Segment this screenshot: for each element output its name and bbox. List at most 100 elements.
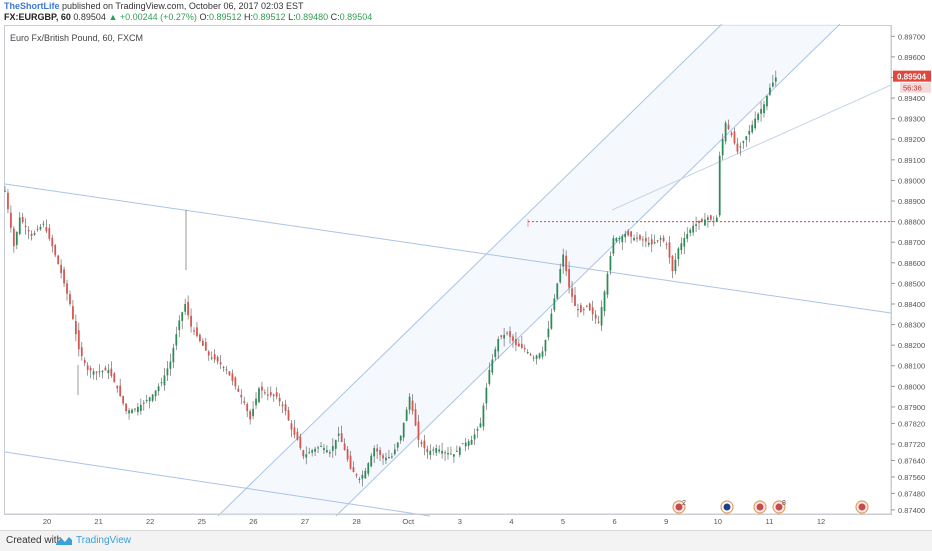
candle-body bbox=[399, 435, 402, 441]
candle-body bbox=[491, 359, 494, 373]
candle-body bbox=[4, 190, 6, 192]
candle-body bbox=[39, 226, 42, 230]
candle-body bbox=[538, 353, 541, 359]
price-tick-label: 0.87400 bbox=[898, 506, 925, 515]
candle-body bbox=[453, 454, 455, 457]
footer-bar: Created with TradingView bbox=[0, 530, 932, 551]
candle-body bbox=[541, 351, 544, 357]
candle-body bbox=[402, 422, 405, 438]
candle-body bbox=[562, 254, 565, 267]
candle-body bbox=[774, 77, 777, 82]
candle-body bbox=[142, 402, 145, 404]
candle-body bbox=[656, 240, 659, 242]
candle-body bbox=[766, 96, 768, 107]
candle-body bbox=[500, 335, 503, 337]
candle-body bbox=[160, 382, 163, 384]
candle-body bbox=[715, 217, 718, 222]
candle-body bbox=[417, 421, 420, 440]
candle-body bbox=[612, 238, 615, 254]
candle-body bbox=[376, 448, 379, 452]
candle-body bbox=[482, 405, 485, 427]
candle-body bbox=[488, 369, 491, 384]
symbol-line: FX:EURGBP, 60 0.89504 ▲ +0.00244 (+0.27%… bbox=[4, 12, 372, 22]
open-label: O: bbox=[199, 12, 209, 22]
time-tick-label: 6 bbox=[613, 517, 617, 526]
candle-body bbox=[355, 474, 358, 476]
candle-body bbox=[131, 409, 133, 414]
candle-body bbox=[704, 219, 706, 226]
price-tick-label: 0.89000 bbox=[898, 176, 925, 185]
candle-body bbox=[278, 397, 281, 402]
candle-body bbox=[331, 446, 334, 451]
candle-body bbox=[222, 367, 225, 369]
price-tick-label: 0.88900 bbox=[898, 197, 925, 206]
candle-body bbox=[373, 448, 376, 457]
candle-body bbox=[343, 443, 346, 451]
candle-body bbox=[414, 409, 417, 426]
candle-body bbox=[311, 450, 314, 453]
candle-body bbox=[175, 334, 178, 346]
candle-body bbox=[246, 404, 249, 412]
candle-body bbox=[169, 361, 172, 369]
time-tick-label: 9 bbox=[664, 517, 668, 526]
candle-body bbox=[95, 371, 98, 373]
candle-body bbox=[272, 394, 275, 396]
candle-body bbox=[751, 124, 754, 133]
candle-body bbox=[225, 369, 228, 371]
candle-body bbox=[627, 230, 630, 236]
event-count-label: 2 bbox=[682, 500, 686, 507]
candle-body bbox=[707, 217, 709, 220]
candle-body bbox=[172, 347, 175, 363]
candle-body bbox=[116, 385, 119, 389]
candle-body bbox=[33, 232, 36, 235]
chart-canvas[interactable]: 0.897000.896000.895000.894000.893000.892… bbox=[0, 0, 932, 530]
candle-body bbox=[24, 225, 27, 227]
candle-body bbox=[45, 227, 48, 232]
candle-body bbox=[577, 309, 579, 311]
candle-body bbox=[429, 450, 432, 455]
candle-body bbox=[585, 305, 588, 307]
time-tick-label: 3 bbox=[458, 517, 462, 526]
candle-body bbox=[550, 313, 553, 329]
candle-body bbox=[122, 395, 125, 404]
candle-body bbox=[624, 233, 627, 238]
candle-body bbox=[385, 457, 387, 461]
time-tick-label: 20 bbox=[43, 517, 51, 526]
candle-body bbox=[724, 122, 727, 142]
candle-body bbox=[642, 239, 644, 241]
candle-body bbox=[213, 354, 216, 360]
symbol-label[interactable]: FX:EURGBP, 60 bbox=[4, 12, 71, 22]
candle-body bbox=[284, 404, 287, 412]
time-tick-label: 25 bbox=[198, 517, 206, 526]
candle-body bbox=[526, 352, 529, 354]
candle-body bbox=[754, 118, 757, 129]
candle-body bbox=[187, 301, 189, 316]
candle-body bbox=[647, 242, 650, 245]
candle-body bbox=[597, 321, 600, 323]
candle-body bbox=[196, 327, 198, 337]
candle-body bbox=[432, 449, 435, 451]
event-count-label: 8 bbox=[782, 500, 786, 507]
tradingview-brand[interactable]: TradingView bbox=[76, 535, 132, 546]
candle-body bbox=[686, 233, 689, 239]
candle-body bbox=[742, 141, 745, 144]
candle-body bbox=[668, 242, 671, 258]
candle-body bbox=[305, 454, 308, 458]
candle-body bbox=[523, 348, 526, 350]
time-tick-label: 4 bbox=[509, 517, 513, 526]
candle-body bbox=[426, 448, 429, 453]
event-marker-dot bbox=[775, 503, 783, 511]
candle-body bbox=[594, 314, 597, 319]
candle-body bbox=[458, 447, 461, 455]
author-link[interactable]: TheShortLife bbox=[4, 1, 60, 11]
candle-body bbox=[367, 463, 370, 474]
candle-body bbox=[603, 291, 606, 312]
candle-body bbox=[473, 434, 476, 440]
candle-body bbox=[630, 231, 632, 237]
last-price: 0.89504 bbox=[73, 12, 106, 22]
candle-body bbox=[57, 255, 60, 265]
candle-body bbox=[42, 223, 45, 225]
candle-body bbox=[72, 306, 74, 320]
candle-body bbox=[216, 356, 219, 362]
candle-body bbox=[181, 312, 184, 321]
